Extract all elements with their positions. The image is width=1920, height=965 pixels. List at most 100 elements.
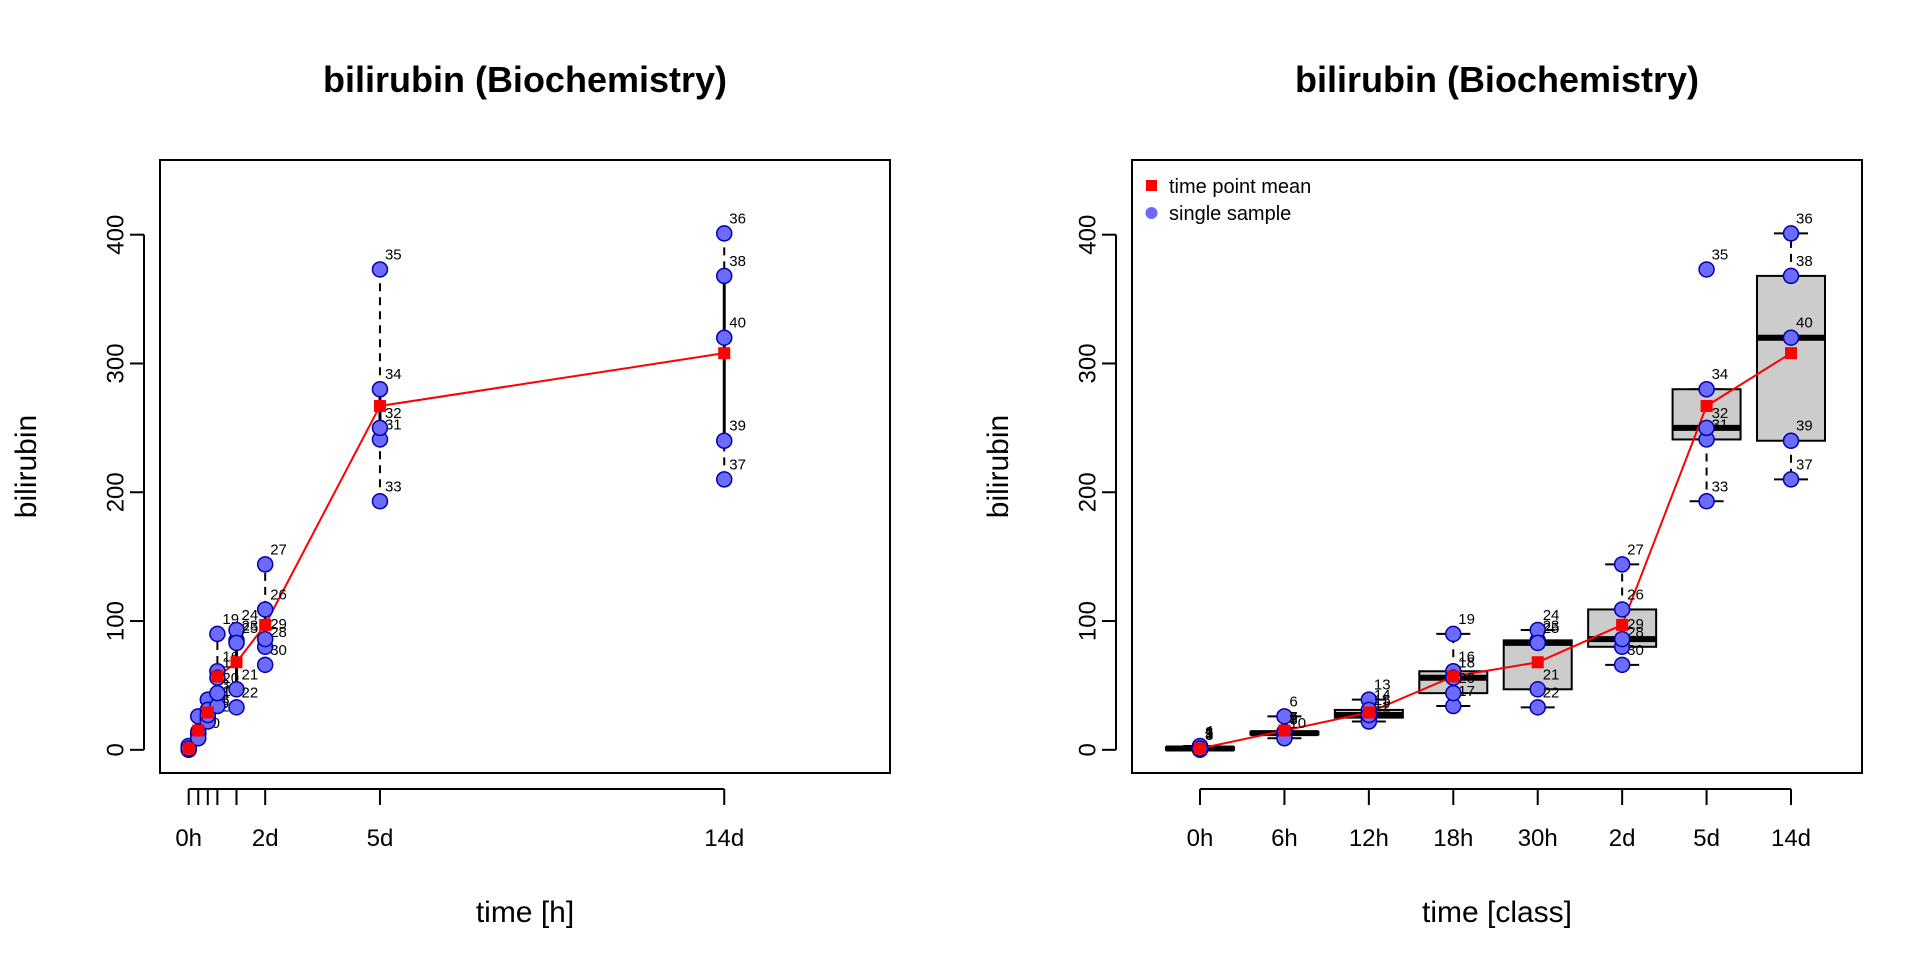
y-tick-label: 0: [1075, 743, 1102, 756]
sample-label: 13: [1374, 677, 1391, 694]
sample-label: 21: [242, 666, 259, 683]
sample-label: 22: [242, 684, 259, 701]
sample-label: 4: [1205, 723, 1213, 740]
mean-point: [201, 706, 214, 719]
sample-point: [256, 630, 274, 648]
sample-point: [1613, 630, 1631, 648]
chart-title: bilirubin (Biochemistry): [1295, 59, 1699, 100]
sample-point: [1529, 681, 1546, 698]
chart-title: bilirubin (Biochemistry): [323, 59, 727, 100]
x-tick-label: 2d: [252, 825, 279, 852]
sample-label: 30: [270, 642, 287, 659]
sample-label: 7: [1289, 709, 1297, 726]
y-tick-label: 400: [1075, 215, 1102, 255]
sample-label: 27: [1627, 541, 1644, 558]
mean-point: [1278, 724, 1291, 737]
sample-label: 40: [729, 315, 746, 332]
mean-point: [182, 742, 195, 755]
x-tick-label: 18h: [1433, 825, 1473, 852]
plot-frame: [159, 159, 891, 774]
sample-label: 24: [1543, 607, 1560, 624]
sample-label: 18: [1458, 655, 1475, 672]
sample-point: [715, 471, 733, 488]
sample-label: 38: [1796, 253, 1813, 270]
y-axis-label: bilirubin: [10, 415, 43, 518]
sample-label: 21: [1543, 666, 1560, 683]
sample-point: [1529, 699, 1546, 716]
sample-label: 31: [1712, 416, 1729, 433]
sample-label: 3: [1205, 727, 1213, 744]
sample-label: 22: [1543, 684, 1560, 701]
y-tick-label: 100: [103, 601, 130, 641]
sample-point: [1613, 556, 1631, 573]
mean-point: [1362, 706, 1375, 719]
legend: time point mean single sample: [1145, 176, 1311, 225]
sample-label: 36: [729, 210, 746, 227]
mean-point: [192, 724, 205, 737]
sample-point: [715, 267, 733, 285]
legend-mean-label: time point mean: [1169, 176, 1311, 198]
mean-line: [1199, 352, 1792, 750]
sample-label: 17: [1458, 683, 1475, 700]
sample-point: [256, 656, 274, 674]
plot-frame: [1131, 159, 1863, 774]
sample-label: 10: [1289, 715, 1306, 732]
x-axis-label: time [h]: [476, 896, 574, 929]
mean-point: [1447, 670, 1460, 683]
sample-point: [371, 419, 389, 437]
x-axis-label: time [class]: [1422, 896, 1572, 929]
mean-point: [1785, 347, 1798, 360]
sample-label: 35: [385, 246, 402, 263]
sample-point: [1698, 380, 1715, 398]
x-tick-label: 5d: [367, 825, 394, 852]
y-tick-label: 100: [1075, 601, 1102, 641]
sample-label: 25: [242, 620, 259, 637]
sample-point: [371, 261, 389, 278]
sample-point: [371, 380, 389, 398]
sample-label: 16: [1458, 648, 1475, 665]
sample-point: [1782, 432, 1800, 449]
sample-point: [1782, 267, 1800, 285]
sample-point: [715, 432, 733, 449]
sample-label: 36: [1796, 210, 1813, 227]
mean-point: [1616, 618, 1629, 631]
sample-point: [256, 601, 274, 618]
sample-label: 29: [1627, 616, 1644, 633]
y-tick-label: 300: [103, 343, 130, 383]
sample-label: 26: [1627, 586, 1644, 603]
x-tick-label: 14d: [704, 825, 744, 852]
sample-label: 35: [1712, 246, 1729, 263]
mean-point: [1194, 742, 1206, 755]
sample-label: 23: [242, 617, 259, 634]
x-tick-label: 0h: [175, 825, 202, 852]
sample-point: [1445, 684, 1462, 702]
sample-label: 37: [1796, 456, 1813, 473]
sample-label: 32: [385, 405, 402, 422]
y-tick-label: 200: [103, 472, 130, 512]
sample-label: 27: [270, 541, 287, 558]
mean-point: [259, 618, 272, 631]
x-tick-label: 2d: [1609, 825, 1636, 852]
sample-point: [209, 684, 226, 702]
sample-point: [228, 634, 245, 652]
sample-point: [1698, 419, 1715, 437]
mean-line: [187, 352, 725, 750]
sample-label: 33: [385, 478, 402, 495]
sample-label: 26: [270, 586, 287, 603]
sample-point: [1445, 625, 1462, 643]
sample-label: 8: [1289, 711, 1297, 728]
y-tick-label: 400: [103, 215, 130, 255]
sample-point: [1698, 493, 1715, 510]
right-panel: bilirubin (Biochemistry) time [class] bili…: [982, 59, 1863, 929]
sample-label: 39: [729, 418, 746, 435]
sample-label: 15: [1374, 692, 1391, 709]
sample-point: [228, 681, 245, 698]
x-tick-label: 6h: [1271, 825, 1298, 852]
sample-label: 23: [1543, 617, 1560, 634]
y-tick-label: 0: [103, 743, 130, 756]
legend-mean-swatch: [1146, 180, 1157, 191]
sample-label: 40: [1796, 315, 1813, 332]
y-axis-label: bilirubin: [982, 415, 1015, 518]
sample-point: [371, 493, 389, 510]
